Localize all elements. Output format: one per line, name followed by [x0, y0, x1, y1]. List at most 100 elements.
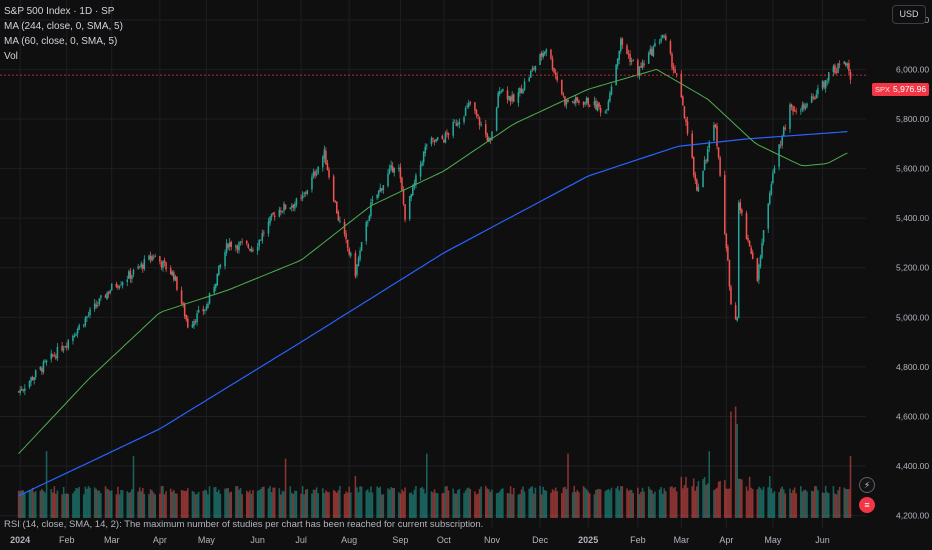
volume-bar: [224, 488, 226, 518]
candle-body: [241, 241, 243, 243]
candle-body: [109, 290, 111, 293]
candle-body: [367, 221, 369, 223]
candle-body: [312, 172, 315, 177]
candle-body: [148, 255, 150, 260]
volume-bar: [370, 486, 372, 518]
volume-bar: [67, 493, 70, 518]
y-tick-label: 5,600.00: [896, 164, 929, 174]
candle-body: [72, 335, 74, 341]
candle-body: [219, 264, 222, 267]
candle-body: [497, 92, 499, 108]
candle-body: [446, 132, 448, 134]
volume-bar: [556, 491, 558, 518]
candle-body: [120, 284, 122, 286]
volume-bar: [682, 488, 684, 518]
volume-legend[interactable]: Vol: [4, 51, 18, 62]
candle-body: [419, 164, 422, 177]
volume-bar: [551, 489, 554, 518]
volume-bar: [115, 494, 118, 518]
candle-body: [129, 270, 132, 279]
candle-body: [256, 246, 259, 251]
candle-body: [756, 258, 759, 282]
candle-body: [576, 97, 579, 101]
volume-bar: [723, 480, 726, 518]
last-price-value: 5,976.96: [893, 84, 927, 94]
candle-body: [171, 271, 174, 276]
volume-bar: [325, 490, 327, 518]
volume-bar: [228, 492, 231, 518]
x-tick-label: May: [198, 535, 216, 545]
volume-bar: [241, 494, 243, 518]
candle-body: [311, 176, 313, 190]
candle-body: [292, 204, 295, 208]
volume-bar: [98, 490, 101, 518]
candle-body: [436, 137, 439, 140]
volume-bar: [84, 486, 87, 518]
candle-body: [486, 133, 489, 141]
volume-bar: [284, 458, 287, 518]
volume-bar: [441, 493, 444, 518]
candle-body: [680, 73, 683, 98]
volume-bar: [381, 494, 383, 518]
candle-body: [182, 303, 184, 305]
candle-body: [346, 239, 349, 248]
candle-body: [214, 283, 217, 289]
volume-bar: [502, 488, 504, 518]
volume-bar: [598, 488, 600, 518]
candle-body: [267, 221, 270, 234]
ma-long-legend[interactable]: MA (244, close, 0, SMA, 5): [4, 21, 123, 32]
candle-body: [814, 97, 816, 100]
candle-body: [180, 290, 183, 304]
symbol-title[interactable]: S&P 500 Index · 1D · SP: [4, 6, 115, 17]
candle-body: [672, 66, 675, 70]
volume-bar: [540, 494, 543, 518]
volume-bar: [162, 485, 164, 518]
volume-bar: [511, 494, 513, 518]
candle-body: [627, 53, 630, 55]
volume-bar: [843, 487, 846, 518]
candle-body: [770, 184, 773, 195]
volume-bar: [651, 490, 653, 518]
candle-body: [272, 212, 274, 215]
candle-body: [56, 346, 59, 359]
candle-body: [142, 264, 144, 269]
volume-bar: [290, 492, 293, 518]
volume-bar: [73, 491, 76, 518]
y-tick-label: 5,800.00: [896, 114, 929, 124]
candle-body: [294, 204, 296, 209]
volume-bar: [42, 490, 45, 518]
currency-button[interactable]: USD: [892, 5, 926, 24]
volume-bar: [696, 486, 698, 518]
candle-body: [315, 173, 318, 175]
candle-body: [838, 63, 841, 65]
candle-body: [651, 48, 653, 56]
x-tick-label: Feb: [59, 535, 75, 545]
volume-bar: [315, 487, 318, 518]
volume-bar: [129, 492, 132, 518]
volume-bar: [435, 492, 437, 518]
ma-short-legend[interactable]: MA (60, close, 0, SMA, 5): [4, 36, 118, 47]
candle-body: [665, 35, 667, 41]
candle-body: [778, 144, 780, 167]
candle-body: [706, 148, 709, 162]
volume-bar: [273, 487, 276, 518]
volume-bar: [421, 486, 423, 518]
candle-body: [683, 106, 686, 118]
volume-bar: [44, 492, 46, 518]
candle-body: [50, 353, 52, 360]
volume-bar: [817, 490, 819, 518]
volume-bar: [412, 494, 414, 518]
volume-bar: [781, 486, 783, 518]
candle-body: [484, 124, 487, 135]
candle-body: [542, 53, 544, 58]
candle-body: [75, 334, 77, 336]
candle-body: [812, 97, 815, 98]
candle-body: [643, 63, 645, 66]
lightning-icon[interactable]: ⚡: [859, 477, 875, 493]
volume-bar: [377, 487, 380, 518]
volume-bar: [176, 493, 178, 518]
volume-bar: [827, 493, 830, 518]
volume-bar: [202, 490, 205, 518]
indicator-stack-icon[interactable]: ≡: [859, 497, 875, 513]
